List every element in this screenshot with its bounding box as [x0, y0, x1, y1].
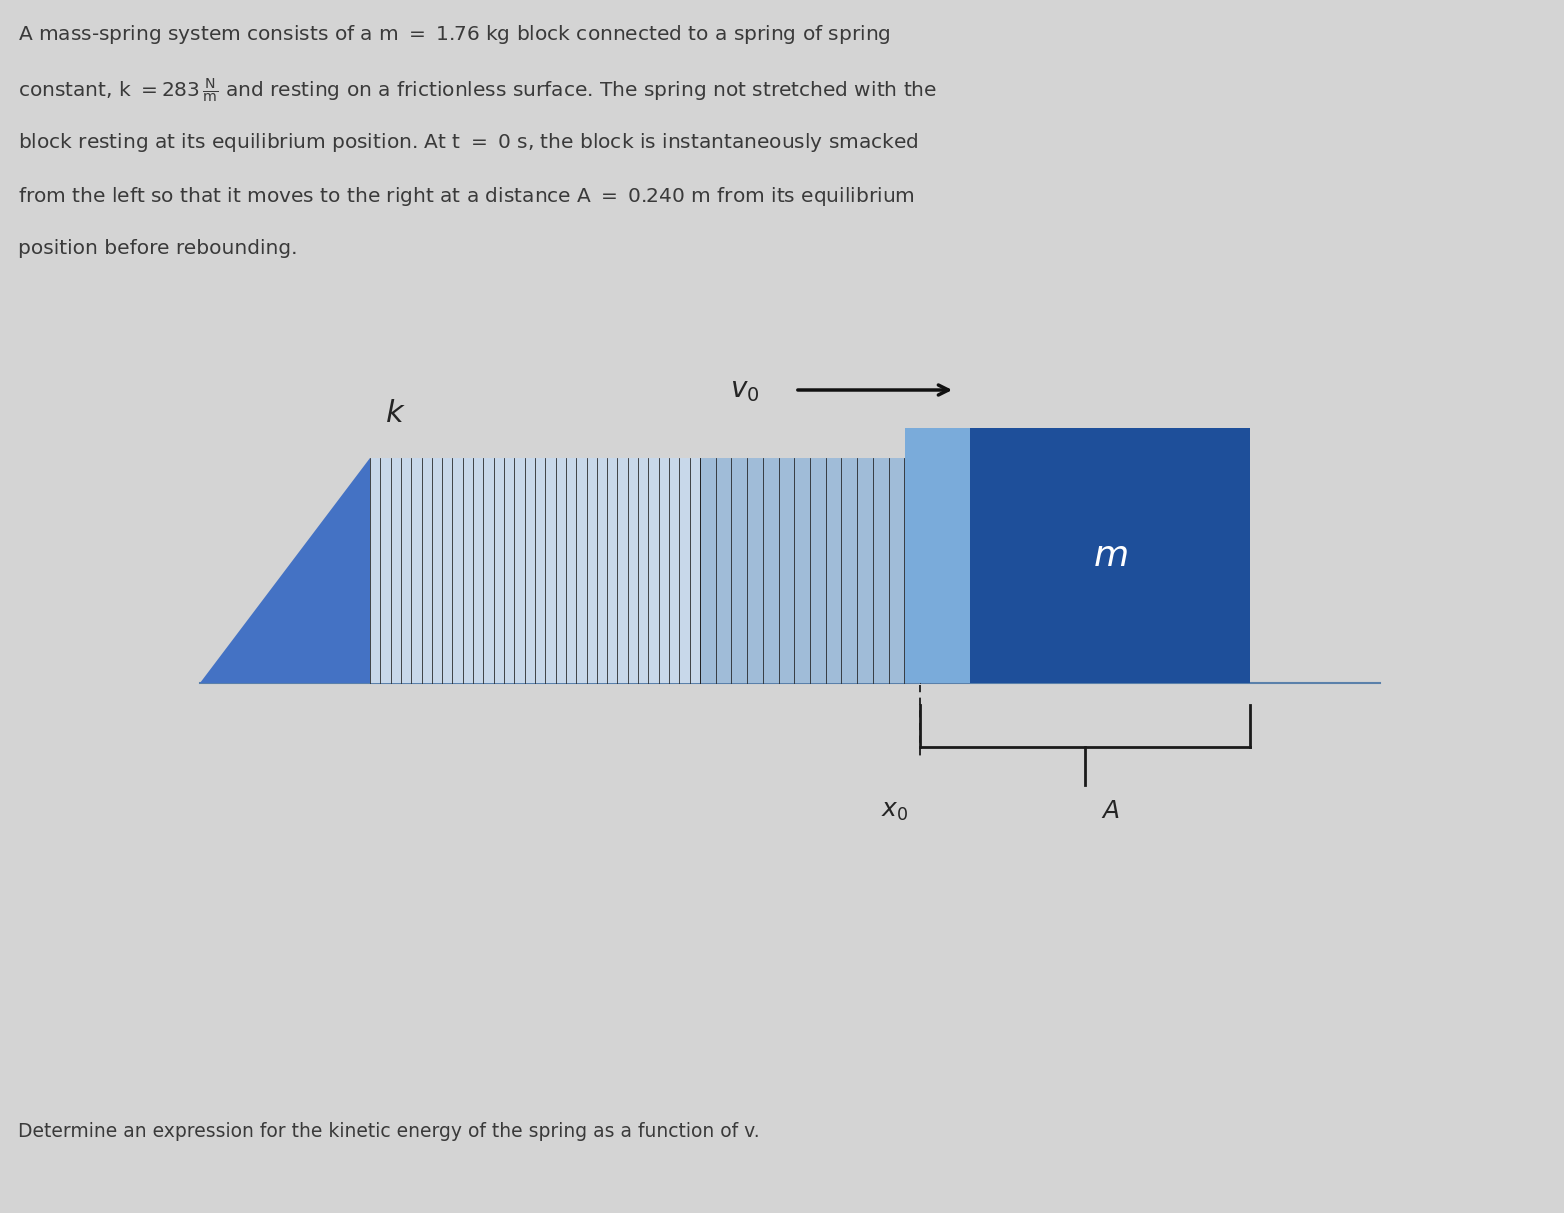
Bar: [970, 428, 1250, 683]
Text: A mass-spring system consists of a m $=$ 1.76 kg block connected to a spring of : A mass-spring system consists of a m $=$…: [19, 23, 890, 46]
Text: Determine an expression for the kinetic energy of the spring as a function of v.: Determine an expression for the kinetic …: [19, 1122, 760, 1141]
Bar: [701, 459, 920, 683]
Text: $k$: $k$: [385, 399, 405, 428]
Text: $v_0$: $v_0$: [730, 376, 760, 404]
Text: constant, k $= 283\,\frac{\mathrm{N}}{\mathrm{m}}$ and resting on a frictionless: constant, k $= 283\,\frac{\mathrm{N}}{\m…: [19, 76, 937, 106]
Bar: [371, 459, 701, 683]
Text: $x_0$: $x_0$: [882, 799, 909, 822]
Bar: [906, 428, 970, 683]
Text: from the left so that it moves to the right at a distance A $=$ 0.240 m from its: from the left so that it moves to the ri…: [19, 186, 915, 207]
Text: $A$: $A$: [1101, 799, 1120, 822]
Text: block resting at its equilibrium position. At t $=$ 0 s, the block is instantane: block resting at its equilibrium positio…: [19, 131, 918, 154]
Text: position before rebounding.: position before rebounding.: [19, 239, 297, 258]
Polygon shape: [200, 459, 371, 683]
Text: $m$: $m$: [1093, 539, 1128, 573]
